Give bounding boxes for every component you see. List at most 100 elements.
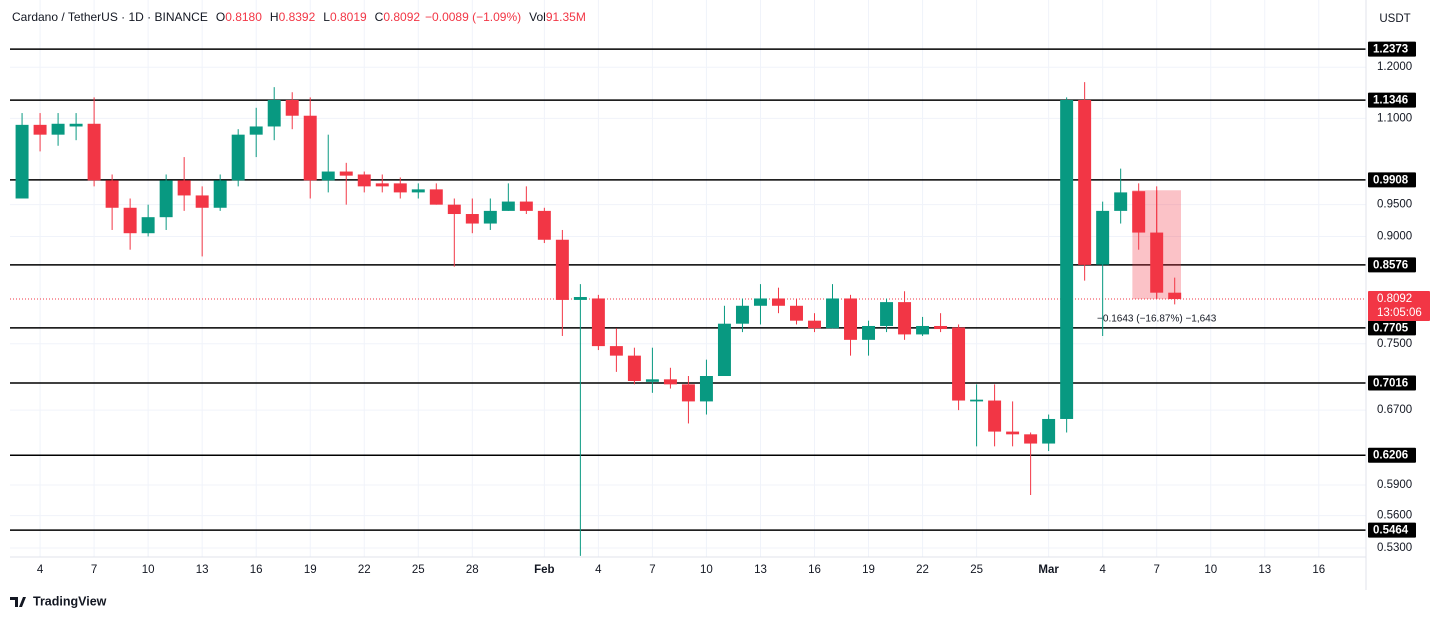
candle-body — [735, 305, 749, 324]
level-label: 0.5464 — [1373, 525, 1409, 537]
candle-body — [1132, 191, 1146, 233]
header-text: C — [375, 10, 384, 24]
candle-body — [519, 201, 533, 211]
level-label-bg — [1368, 522, 1416, 538]
candle-body — [808, 320, 821, 329]
countdown: 13:05:06 — [1377, 307, 1422, 319]
header-text: 0.8019 — [330, 10, 367, 24]
candle-body — [627, 355, 641, 381]
level-label: 0.6206 — [1373, 450, 1408, 462]
plot: −0.1643 (−16.87%) −1,643 — [10, 82, 1366, 556]
x-tick-label: 25 — [970, 564, 983, 576]
x-tick-label: 16 — [250, 564, 263, 576]
header-text: 91.35M — [546, 10, 586, 24]
candle-body — [429, 189, 443, 205]
candle-body — [898, 302, 912, 335]
candle-body — [952, 327, 966, 401]
candle-body — [699, 376, 713, 402]
level-label: 0.7016 — [1373, 378, 1408, 390]
brand-logo: TradingView — [10, 594, 107, 608]
last-price-label: 0.8092 — [1377, 293, 1412, 305]
candle-body — [663, 379, 677, 385]
candle-body — [177, 180, 191, 196]
x-tick-label: 10 — [1204, 564, 1217, 576]
candle-body — [1168, 292, 1182, 300]
candle-body — [123, 207, 137, 234]
level-label-bg — [1368, 257, 1416, 273]
x-tick-label: 13 — [1258, 564, 1271, 576]
candle-body — [447, 204, 461, 215]
candle-body — [339, 171, 353, 176]
candle-body — [231, 134, 245, 181]
candle-body — [357, 174, 371, 187]
candle-body — [1042, 418, 1056, 444]
candle-body — [1060, 99, 1074, 419]
candle-body — [844, 298, 858, 340]
candle-body — [195, 195, 209, 208]
y-tick-label: 0.9500 — [1377, 199, 1412, 211]
x-tick-label: 19 — [862, 564, 875, 576]
x-tick-label: 7 — [1153, 564, 1159, 576]
candle-body — [753, 298, 767, 306]
candle-body — [970, 399, 984, 402]
x-tick-label: 4 — [595, 564, 602, 576]
candle-body — [285, 99, 299, 116]
x-tick-label: Mar — [1038, 564, 1059, 576]
y-tick-label: 0.5900 — [1377, 479, 1412, 491]
x-tick-label: 10 — [142, 564, 155, 576]
candle-body — [1078, 99, 1092, 265]
level-label-bg — [1368, 92, 1416, 108]
candle-body — [411, 189, 425, 193]
grid — [10, 0, 1366, 557]
x-tick-label: 4 — [37, 564, 44, 576]
candle-body — [609, 346, 623, 356]
candle-body — [591, 298, 605, 347]
candle-body — [1006, 431, 1020, 435]
candle-body — [105, 180, 119, 208]
candle-body — [87, 123, 101, 181]
header-text: Vol — [529, 10, 546, 24]
x-tick-label: 19 — [304, 564, 317, 576]
x-tick-label: 4 — [1099, 564, 1106, 576]
candle-body — [934, 325, 948, 330]
candle-body — [645, 379, 659, 382]
candle-body — [988, 400, 1002, 432]
x-tick-label: Feb — [534, 564, 554, 576]
candle-body — [15, 124, 29, 199]
level-label-bg — [1368, 172, 1416, 188]
last-price-bg — [1368, 291, 1430, 322]
candle-body — [1114, 192, 1128, 211]
level-label-bg — [1368, 41, 1416, 57]
y-tick-label: 0.5600 — [1377, 510, 1412, 522]
candle-body — [717, 323, 731, 377]
x-tick-label: 13 — [196, 564, 209, 576]
candle-body — [375, 183, 389, 187]
level-label-bg — [1368, 375, 1416, 391]
candle-body — [1150, 232, 1164, 293]
candle-body — [249, 126, 263, 135]
candle-body — [681, 384, 695, 402]
candle-body — [826, 298, 839, 329]
candle-body — [267, 99, 281, 127]
x-tick-label: 28 — [466, 564, 479, 576]
x-tick-label: 10 — [700, 564, 713, 576]
x-tick-label: 16 — [1312, 564, 1325, 576]
level-label-bg — [1368, 447, 1416, 463]
level-label: 0.7705 — [1373, 322, 1409, 334]
candle-body — [321, 171, 335, 181]
candle-body — [555, 239, 569, 300]
level-label: 1.2373 — [1373, 44, 1408, 56]
candle-body — [303, 115, 317, 181]
candle-body — [393, 183, 407, 193]
x-tick-label: 13 — [754, 564, 767, 576]
candle-body — [880, 302, 894, 326]
candle-body — [69, 123, 83, 127]
x-tick-label: 7 — [649, 564, 655, 576]
measure-label: −0.1643 (−16.87%) −1,643 — [1097, 314, 1217, 325]
candle-body — [573, 297, 587, 300]
candle-body — [483, 210, 497, 224]
y-tick-label: 1.2000 — [1377, 61, 1412, 73]
candle-body — [213, 180, 227, 208]
candle-body — [159, 180, 173, 218]
